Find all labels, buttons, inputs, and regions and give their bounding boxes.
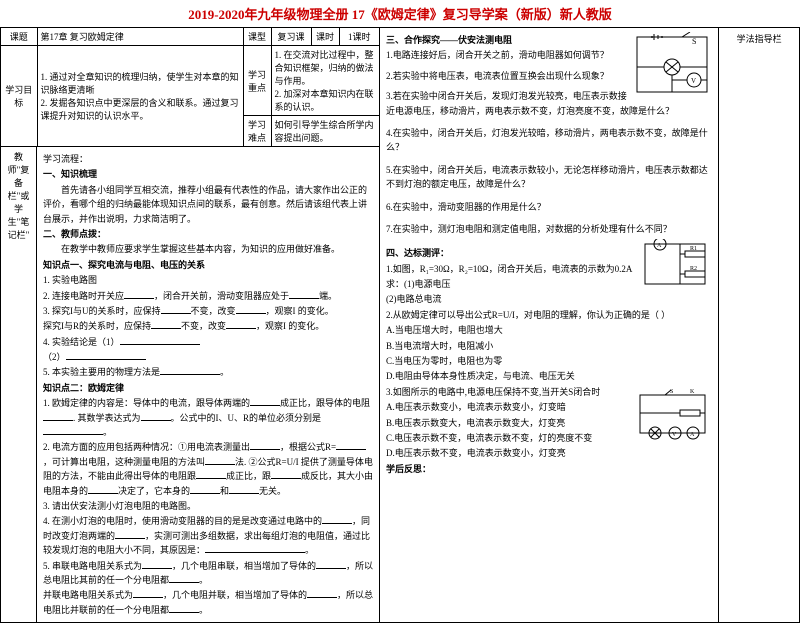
s1-p: 首先请各小组同学互相交流，推荐小组最有代表性的作品，请大家作出公正的评价，看哪个…	[43, 183, 373, 226]
svg-text:R2: R2	[690, 266, 697, 272]
q6: 6.在实验中，滑动变阻器的作用是什么？	[386, 200, 712, 214]
k26: 并联电路电阻关系式为，几个电阻并联，相当增加了导体的，所以总电阻比并联前的任一个…	[43, 588, 373, 617]
k15b: （2）	[43, 350, 373, 364]
s1-title: 一、知识梳理	[43, 167, 373, 181]
k1-title: 知识点一、探究电流与电阻、电压的关系	[43, 258, 373, 272]
k13: 3. 探究I与U的关系时，应保持不变，改变，观察I 的变化。	[43, 304, 373, 318]
topic-value: 第17章 复习欧姆定律	[37, 28, 243, 46]
p2d: D.电阻由导体本身性质决定，与电流、电压无关	[386, 369, 712, 383]
period-value: 1课时	[339, 28, 379, 46]
svg-text:V: V	[672, 432, 677, 438]
goal-label: 学习目标	[1, 46, 37, 147]
k14: 探究I与R的关系时，应保持不变，改变，观察I 的变化。	[43, 319, 373, 333]
k2-title: 知识点二：欧姆定律	[43, 381, 373, 395]
p2: 2.从欧姆定律可以导出公式R=U/I，对电阻的理解，你认为正确的是（ ）	[386, 308, 712, 322]
focus-1: 1. 在交流对比过程中，整合知识框架，归纳的做法与作用。	[275, 50, 374, 86]
p2a: A.当电压增大时，电阻也增大	[386, 323, 712, 337]
k15: 4. 实验结论是（1）	[43, 335, 373, 349]
right-column: S V 三、合作探究——伏安法测电阻 1.电路连接好后，闭合开关之前，滑动电阻器…	[380, 28, 719, 622]
period-label: 课时	[311, 28, 339, 46]
diff-label: 学习难点	[243, 116, 271, 147]
s2-title: 二、教师点拨：	[43, 227, 373, 241]
q4: 4.在实验中，闭合开关后，灯泡发光较暗，移动滑片，两电表示数不变，故障是什么？	[386, 126, 712, 155]
circuit-diagram-1: S V	[632, 32, 712, 102]
p3d: D.电压表示数不变，电流表示数变小，灯变亮	[386, 446, 712, 460]
s2-p: 在教学中教师应要求学生掌握这些基本内容，为知识的应用做好准备。	[43, 242, 373, 256]
svg-text:A: A	[690, 432, 695, 438]
k12: 2. 连接电路时开关应，闭合开关前，滑动变阻器应处于端。	[43, 289, 373, 303]
topic-label: 课题	[1, 28, 37, 46]
k11: 1. 实验电路图	[43, 273, 373, 287]
k22: 2. 电流方面的应用包括两种情况：①用电流表测量出，根据公式R=，可计算出电阻，…	[43, 440, 373, 498]
sidebar-label: 教师"复备栏"或学生"笔记栏"	[1, 147, 37, 622]
guide-column: 学法指导栏	[719, 28, 799, 622]
k21: 1. 欧姆定律的内容是：导体中的电流，跟导体两端的成正比，跟导体的电阻. 其数学…	[43, 396, 373, 439]
svg-text:S: S	[692, 37, 696, 46]
main-title: 2019-2020年九年级物理全册 17《欧姆定律》复习导学案（新版）新人教版	[0, 0, 800, 27]
q5: 5.在实验中，闭合开关后，电流表示数较小，无论怎样移动滑片，电压表示数都达不到灯…	[386, 163, 712, 192]
goal-2: 2. 发掘各知识点中更深层的含义和联系。通过复习课提升对知识的认识水平。	[41, 98, 239, 121]
goal-1: 1. 通过对全章知识的梳理归纳，使学生对本章的知识脉络更清晰	[41, 72, 239, 95]
header-table: 课题 第17章 复习欧姆定律 课型 复习课 课时 1课时 学习目标 1. 通过对…	[1, 28, 379, 147]
p2b: B.当电流增大时，电阻减小	[386, 339, 712, 353]
left-content: 学习流程： 一、知识梳理 首先请各小组同学互相交流，推荐小组最有代表性的作品，请…	[37, 147, 379, 622]
svg-text:V: V	[691, 77, 696, 85]
circuit-diagram-2: A R1 R2	[640, 239, 710, 289]
p2c: C.当电压为零时，电阻也为零	[386, 354, 712, 368]
focus-2: 2. 加深对本章知识内在联系的认识。	[275, 89, 374, 112]
type-label: 课型	[243, 28, 271, 46]
k25: 5. 串联电路电阻关系式为，几个电阻串联，相当增加了导体的，所以总电阻比其前的任…	[43, 559, 373, 588]
worksheet-frame: 课题 第17章 复习欧姆定律 课型 复习课 课时 1课时 学习目标 1. 通过对…	[0, 27, 800, 623]
svg-text:A: A	[657, 243, 662, 249]
diff-value: 如何引导学生综合所学内容提出问题。	[271, 116, 379, 147]
k23: 3. 请出伏安法测小灯泡电阻的电路图。	[43, 499, 373, 513]
reflect: 学后反思：	[386, 462, 712, 476]
circuit-diagram-3: SK V A	[635, 387, 710, 442]
svg-text:R1: R1	[690, 246, 697, 252]
flow: 学习流程：	[43, 152, 373, 166]
p1b: (2)电路总电流	[386, 292, 712, 306]
q7: 7.在实验中，测灯泡电阻和测定值电阻，对数据的分析处理有什么不同？	[386, 222, 712, 236]
focus-label: 学习重点	[243, 46, 271, 116]
left-column: 课题 第17章 复习欧姆定律 课型 复习课 课时 1课时 学习目标 1. 通过对…	[1, 28, 380, 622]
svg-text:K: K	[690, 389, 695, 395]
k24: 4. 在测小灯泡的电阻时，使用滑动变阻器的目的是是改变通过电路中的，同时改变灯泡…	[43, 514, 373, 557]
k16: 5. 本实验主要用的物理方法是。	[43, 365, 373, 379]
type-value: 复习课	[271, 28, 311, 46]
